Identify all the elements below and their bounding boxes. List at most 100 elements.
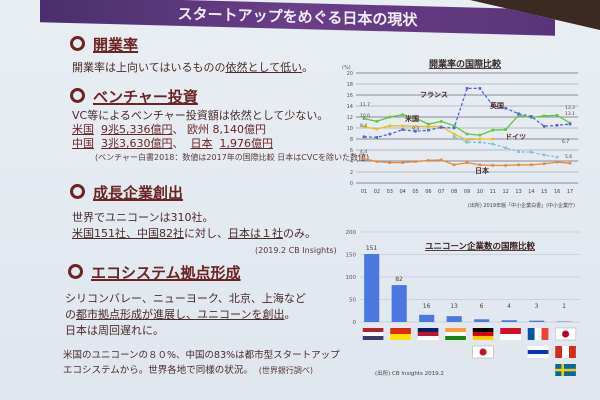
text-vc-investment: VC等によるベンチャー投資額は依然として少ない。 [72, 109, 329, 122]
data-point [452, 163, 456, 167]
data-point [465, 138, 469, 142]
bar-英国 [419, 314, 435, 322]
bar-ドイツ/韓国 [474, 319, 490, 322]
flag-disc [562, 330, 570, 338]
data-point [491, 137, 495, 141]
data-point [555, 114, 559, 117]
x-tick-label: 14 [528, 189, 534, 195]
series-label: ドイツ [505, 133, 526, 141]
bar-フランス/イスラエル [529, 320, 545, 322]
flag-china-icon [390, 328, 411, 340]
title-bar: スタートアップをめぐる日本の現状 [40, 0, 555, 36]
data-point [375, 160, 379, 163]
data-point [478, 87, 482, 90]
series-label: 米国 [404, 114, 419, 123]
chart-source: (出所) CB Insights 2019.2 [375, 369, 444, 377]
data-point [517, 150, 520, 153]
bar-value-label: 1 [562, 303, 566, 310]
data-point [504, 106, 507, 110]
flag-stripe [362, 336, 384, 340]
flag-stripe [417, 328, 439, 332]
flag-stripe [527, 354, 549, 358]
circle-bullet-icon [70, 184, 85, 199]
data-point [375, 127, 379, 131]
flag-stripe [562, 346, 569, 358]
data-point [555, 123, 559, 127]
data-point [530, 150, 533, 154]
data-point [401, 124, 404, 128]
data-point [439, 120, 443, 123]
data-point [465, 132, 469, 136]
bar-value-label: 16 [423, 303, 431, 310]
data-point [530, 163, 533, 167]
text-unicorn-compare: 米国151社、中国82社に対し、日本は１社のみ。 [72, 227, 316, 240]
data-point [427, 128, 430, 132]
flag-stripe [534, 328, 542, 340]
data-point [362, 117, 366, 120]
flag-cross [555, 368, 576, 372]
data-label: 13.1 [565, 111, 575, 117]
bar-インドネシア [501, 320, 517, 322]
flag-stripe [500, 334, 521, 340]
data-point [568, 122, 572, 126]
x-tick-label: 02 [374, 189, 380, 195]
y-tick-label: 150 [346, 253, 357, 259]
data-label: 9.3 [412, 126, 419, 132]
bar-value-label: 13 [450, 303, 458, 310]
data-label: 8.4 [360, 123, 367, 129]
data-point [555, 155, 559, 159]
x-tick-label: 11 [490, 189, 496, 195]
y-tick-label: 18 [347, 82, 353, 88]
x-tick-label: 16 [554, 189, 560, 195]
data-label: 5.6 [565, 154, 572, 160]
data-point [478, 133, 482, 137]
y-axis-unit: (%) [342, 65, 351, 71]
heading-ecosystem: エコシステム拠点形成 [68, 262, 241, 283]
data-point [555, 160, 559, 164]
heading-growth-companies: 成長企業創出 [70, 182, 183, 203]
flag-stripe [500, 328, 521, 334]
flag-sweden-icon [555, 364, 576, 376]
data-point [414, 130, 417, 133]
data-point [542, 153, 546, 157]
bar-value-label: 151 [366, 245, 378, 252]
text-ecosystem-3: 日本は周回遅れに。 [65, 324, 164, 337]
data-point [452, 135, 456, 139]
y-tick-label: 6 [350, 148, 353, 154]
y-tick-label: 16 [347, 93, 353, 99]
data-point [388, 124, 392, 128]
data-point [478, 163, 482, 167]
bar-米国 [364, 254, 380, 322]
flag-stripe [417, 332, 439, 336]
text-unicorn-world: 世界でユニコーンは310社。 [72, 211, 214, 224]
x-tick-label: 01 [361, 189, 367, 195]
data-point [452, 132, 456, 136]
y-tick-label: 8 [350, 137, 353, 143]
series-line-フランス [363, 87, 571, 139]
flag-stripe [445, 332, 466, 336]
x-tick-label: 13 [515, 189, 521, 195]
note-venture-whitepaper: (ベンチャー白書2018：数値は2017年の国際比較 日本はCVCを除いた数値) [95, 153, 370, 162]
data-point [439, 158, 443, 162]
data-label: 11.7 [360, 102, 370, 108]
data-point [478, 137, 482, 141]
x-tick-label: 04 [399, 189, 405, 195]
text-worldwide: エコシステムから。世界各地で同様の状況。 (世界銀行調べ) [63, 365, 314, 376]
chart-title: 開業率の国際比較 [429, 58, 502, 70]
x-tick-label: 06 [425, 189, 431, 195]
data-point [427, 159, 430, 162]
flag-stripe [390, 328, 411, 334]
data-point [517, 114, 520, 117]
flag-stripe [472, 336, 494, 340]
series-label: 英国 [489, 101, 504, 110]
flag-france-icon [527, 328, 549, 340]
data-point [491, 104, 495, 107]
x-tick-label: 10 [477, 189, 483, 195]
flag-israel-icon [527, 346, 549, 358]
data-point [401, 161, 404, 164]
chart-title: ユニコーン企業数の国際比較 [425, 241, 536, 252]
flag-uk-icon [417, 328, 439, 340]
text-ecosystem-2: の都市拠点形成が進展し、ユニコーンを創出。 [65, 308, 296, 321]
note-cb-insights: (2019.2 CB Insights) [255, 246, 337, 255]
